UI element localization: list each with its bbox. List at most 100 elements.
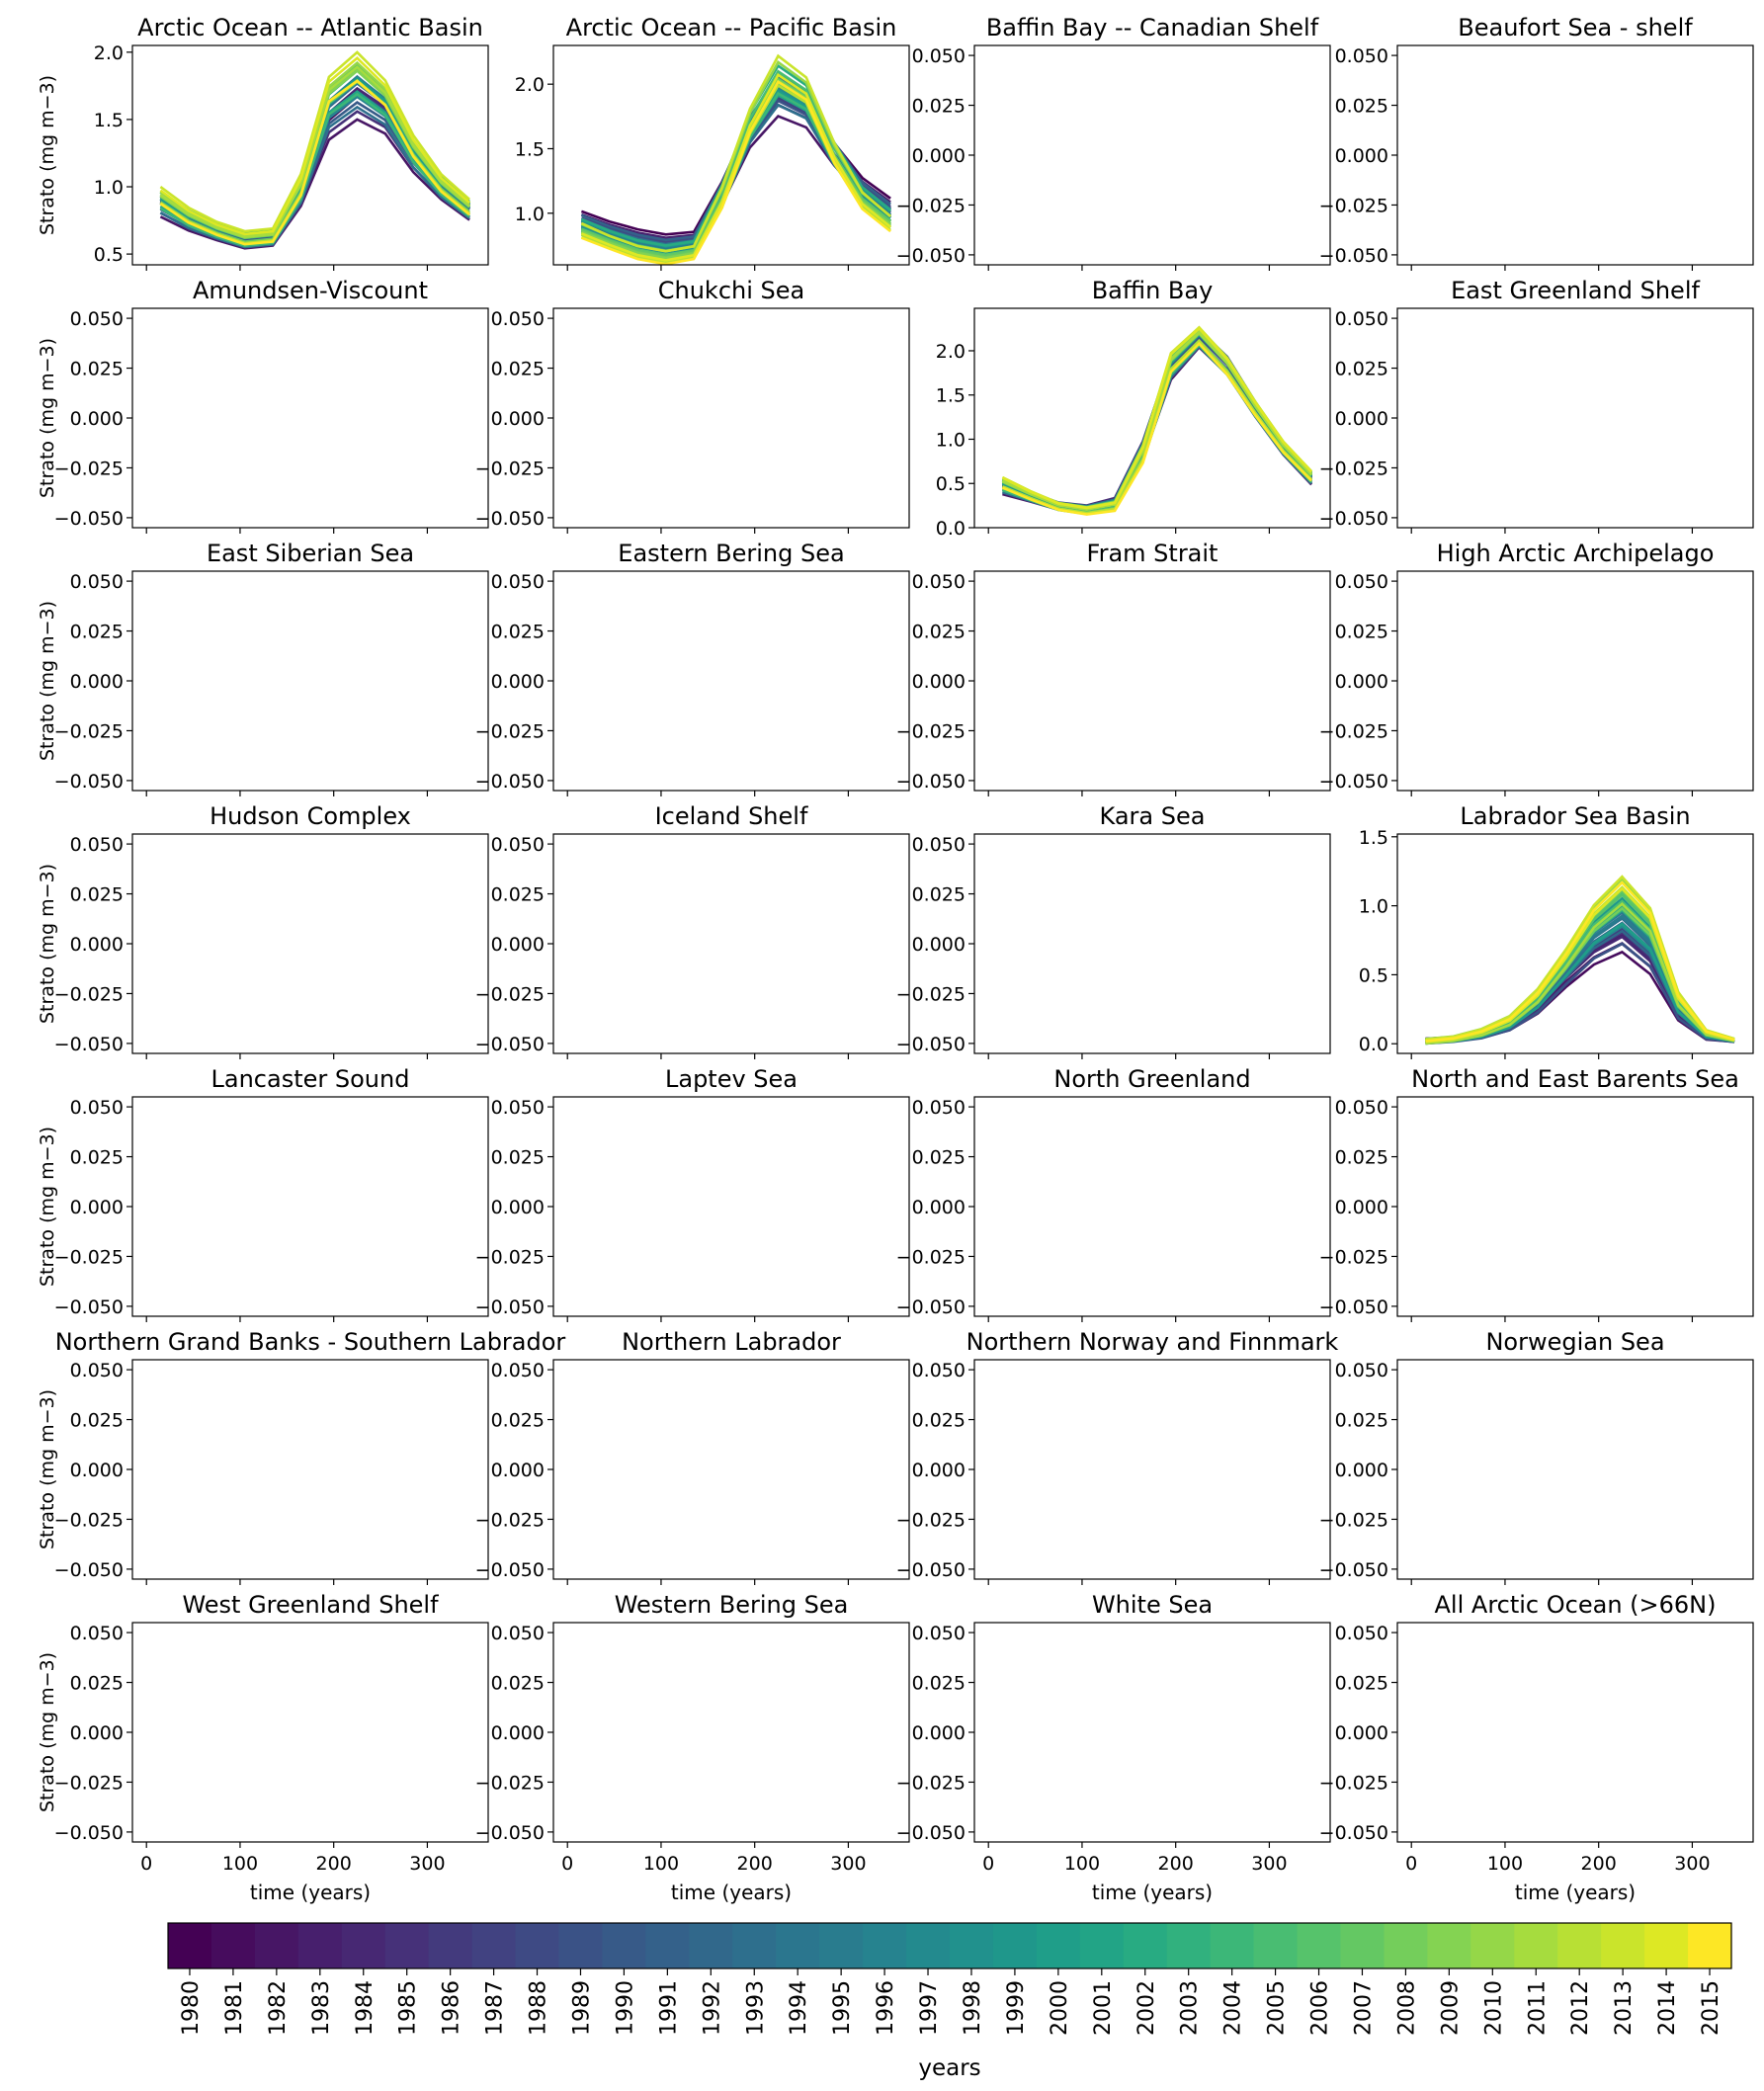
subplot-title: All Arctic Ocean (>66N)	[1435, 1591, 1717, 1619]
colorbar-tick-label: 2002	[1134, 1980, 1159, 2036]
y-tick-label: 0.050	[912, 834, 966, 856]
y-tick-label: 0.000	[491, 1460, 545, 1481]
y-tick-label: 0.000	[70, 1722, 124, 1744]
colorbar-tick-label: 2010	[1481, 1980, 1506, 2036]
subplot-title: Norwegian Sea	[1485, 1328, 1664, 1356]
y-tick-label: 0.000	[912, 1197, 966, 1218]
y-tick-label: 0.025	[1335, 1410, 1388, 1432]
subplot-23: Norwegian Sea 0.050 0.025 0.000 −0.025 −0.050	[1319, 1328, 1754, 1585]
y-tick-label: 0.000	[70, 408, 124, 430]
y-tick-label: 0.000	[912, 1722, 966, 1744]
colorbar-swatch	[428, 1923, 473, 1968]
y-tick-label: −0.025	[896, 720, 966, 742]
y-tick-label: 0.000	[70, 1197, 124, 1218]
y-tick-label: −0.025	[54, 1246, 124, 1268]
series-lines	[159, 50, 470, 250]
colorbar-tick-label: 1997	[917, 1980, 942, 2036]
colorbar-swatch	[1123, 1923, 1168, 1968]
subplot-1: Arctic Ocean -- Pacific Basin 1.0 1.5 2.0	[515, 14, 910, 271]
series-line-2015	[1001, 341, 1313, 516]
y-tick-label: −0.050	[1319, 1559, 1388, 1581]
y-tick-label: −0.050	[896, 1034, 966, 1055]
x-tick-label: 200	[316, 1853, 352, 1875]
colorbar-tick-label: 1989	[569, 1980, 594, 2036]
y-tick-label: 0.025	[912, 1147, 966, 1169]
x-tick-label: 300	[1251, 1853, 1287, 1875]
y-tick-label: −0.050	[54, 771, 124, 793]
colorbar-swatch	[906, 1923, 951, 1968]
subplot-title: West Greenland Shelf	[182, 1591, 439, 1619]
colorbar-tick-label: 2001	[1091, 1980, 1116, 2036]
colorbar-tick-label: 1994	[787, 1980, 811, 2036]
y-tick-label: 0.025	[491, 622, 545, 643]
y-tick-label: −0.025	[54, 983, 124, 1005]
colorbar-tick-label: 2003	[1178, 1980, 1203, 2036]
y-tick-label: 0.025	[70, 884, 124, 906]
colorbar-tick-label: 1987	[483, 1980, 508, 2036]
subplot-title: Lancaster Sound	[211, 1065, 410, 1093]
subplot-title: East Greenland Shelf	[1451, 277, 1700, 304]
colorbar-swatch	[558, 1923, 604, 1968]
axes-frame	[973, 44, 1331, 266]
y-tick-label: −0.050	[896, 1296, 966, 1318]
x-tick-label: 0	[1405, 1853, 1417, 1875]
colorbar-swatch	[168, 1923, 212, 1968]
subplot-title: Chukchi Sea	[658, 277, 805, 304]
y-tick-label: −0.050	[54, 508, 124, 530]
x-tick-label: 200	[737, 1853, 773, 1875]
y-tick-label: 0.025	[70, 1410, 124, 1432]
y-tick-label: 0.050	[912, 1360, 966, 1381]
colorbar-tick-label: 2012	[1568, 1980, 1593, 2036]
colorbar-swatch	[1297, 1923, 1342, 1968]
series-line-2014	[1001, 326, 1313, 510]
axes-frame	[973, 307, 1331, 529]
colorbar-swatch	[1644, 1923, 1689, 1968]
y-axis-label: Strato (mg m−3)	[37, 1652, 58, 1812]
x-tick-label: 100	[643, 1853, 679, 1875]
y-tick-label: −0.050	[1319, 245, 1388, 267]
colorbar-tick-label: 1982	[266, 1980, 291, 2036]
y-tick-label: −0.050	[475, 1296, 545, 1318]
y-tick-label: 0.050	[70, 1623, 124, 1644]
subplot-title: Northern Norway and Finnmark	[966, 1328, 1339, 1356]
colorbar-swatch	[1340, 1923, 1386, 1968]
colorbar-swatch	[515, 1923, 560, 1968]
colorbar-swatch	[1470, 1923, 1515, 1968]
y-tick-label: −0.050	[1319, 1296, 1388, 1318]
y-tick-label: 0.050	[70, 834, 124, 856]
subplot-title: Western Bering Sea	[615, 1591, 849, 1619]
y-tick-label: 0.050	[491, 1360, 545, 1381]
subplot-title: Hudson Complex	[210, 802, 411, 830]
y-tick-label: 1.5	[1359, 827, 1388, 849]
x-tick-label: 300	[1674, 1853, 1710, 1875]
y-tick-label: −0.050	[475, 1034, 545, 1055]
axes-frame	[1396, 1359, 1754, 1580]
subplot-0: Arctic Ocean -- Atlantic Basin 0.5 1.0 1.5 2…	[37, 14, 489, 271]
y-tick-label: −0.050	[54, 1034, 124, 1055]
colorbar-swatch	[384, 1923, 430, 1968]
subplot-title: Arctic Ocean -- Atlantic Basin	[137, 14, 483, 42]
y-tick-label: 0.000	[1335, 408, 1388, 430]
x-axis-label: time (years)	[250, 1881, 371, 1904]
y-tick-label: 1.0	[94, 177, 124, 199]
y-tick-label: 0.025	[912, 884, 966, 906]
y-tick-label: −0.050	[54, 1296, 124, 1318]
subplot-title: Labrador Sea Basin	[1460, 802, 1690, 830]
colorbar-tick-label: 2011	[1525, 1980, 1550, 2036]
axes-frame	[131, 307, 489, 529]
y-tick-label: 0.050	[491, 1623, 545, 1644]
y-tick-label: 0.000	[491, 1722, 545, 1744]
y-tick-label: −0.025	[896, 195, 966, 216]
y-tick-label: 0.000	[912, 934, 966, 956]
colorbar-swatch	[602, 1923, 646, 1968]
y-tick-label: −0.050	[475, 1822, 545, 1844]
subplot-20: Northern Grand Banks - Southern Labrador…	[37, 1328, 565, 1585]
colorbar-tick-label: 1999	[1004, 1980, 1029, 2036]
x-tick-label: 100	[222, 1853, 258, 1875]
subplot-5: Chukchi Sea 0.050 0.025 0.000 −0.025 −0.050	[475, 277, 910, 534]
y-tick-label: −0.050	[475, 771, 545, 793]
y-tick-label: 0.000	[491, 1197, 545, 1218]
subplot-2: Baffin Bay -- Canadian Shelf 0.050 0.025 0.…	[896, 14, 1331, 271]
y-tick-label: 0.5	[936, 473, 966, 495]
